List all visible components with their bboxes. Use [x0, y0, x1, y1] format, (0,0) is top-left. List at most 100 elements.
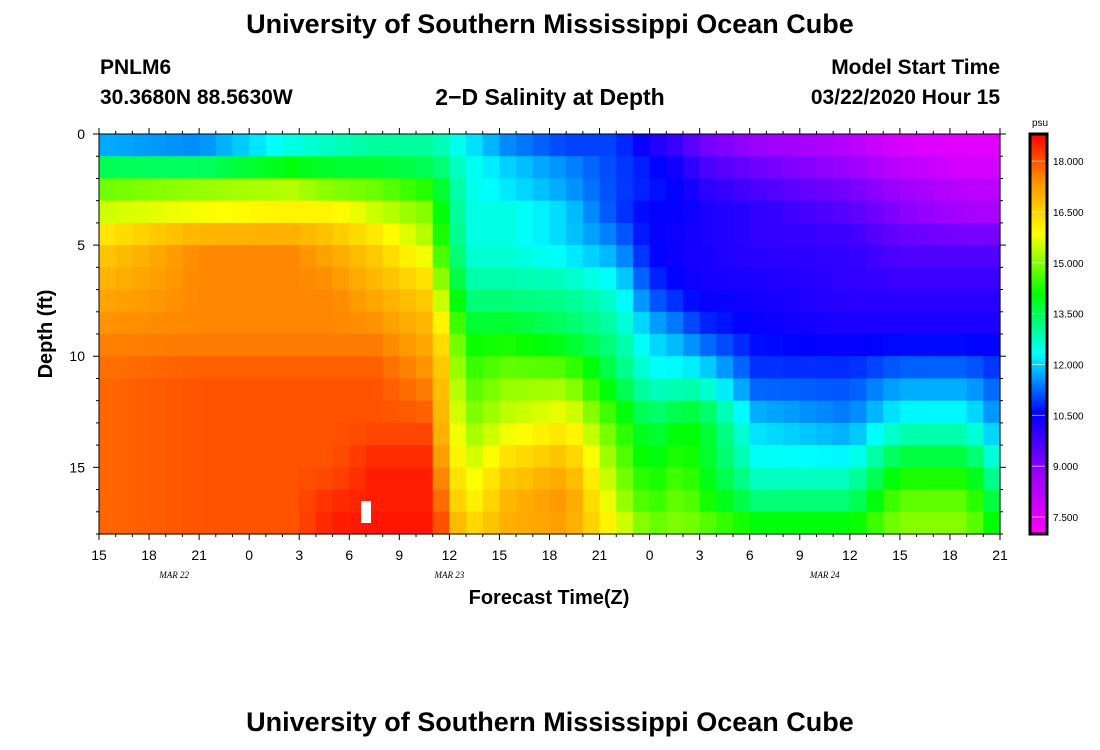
- heatmap-cell: [883, 156, 901, 180]
- heatmap-cell: [749, 511, 768, 535]
- heatmap-cell: [733, 178, 751, 202]
- heatmap-cell: [916, 511, 934, 535]
- heatmap-cell: [699, 422, 717, 446]
- heatmap-cell: [716, 356, 734, 380]
- heatmap-cell: [315, 200, 334, 224]
- heatmap-cell: [599, 200, 617, 224]
- heatmap-cell: [599, 356, 617, 380]
- heatmap-cell: [916, 200, 934, 224]
- heatmap-cell: [666, 511, 684, 535]
- heatmap-cell: [215, 289, 234, 313]
- heatmap-cell: [599, 511, 617, 535]
- heatmap-cell: [966, 422, 984, 446]
- heatmap-cell: [849, 422, 868, 446]
- heatmap-cell: [416, 178, 434, 202]
- heatmap-cell: [349, 156, 367, 180]
- heatmap-cell: [399, 356, 417, 380]
- heatmap-cell: [849, 356, 868, 380]
- heatmap-cell: [282, 400, 300, 424]
- heatmap-cell: [682, 134, 701, 157]
- heatmap-cell: [949, 511, 968, 535]
- heatmap-cell: [332, 445, 350, 468]
- heatmap-cell: [466, 222, 484, 246]
- heatmap-cell: [299, 334, 317, 357]
- heatmap-cell: [282, 267, 300, 291]
- heatmap-cell: [99, 378, 117, 402]
- heatmap-cell: [449, 511, 467, 535]
- heatmap-cell: [766, 422, 784, 446]
- heatmap-cell: [899, 334, 918, 357]
- heatmap-cell: [549, 289, 567, 313]
- heatmap-cell: [265, 222, 284, 246]
- heatmap-cell: [749, 467, 768, 491]
- heatmap-cell: [332, 200, 350, 224]
- heatmap-cell: [449, 178, 467, 202]
- heatmap-cell: [115, 422, 133, 446]
- heatmap-cell: [365, 422, 384, 446]
- heatmap-cell: [332, 156, 350, 180]
- x-tick-label: 12: [842, 547, 858, 563]
- heatmap-cell: [666, 489, 684, 513]
- heatmap-cell: [499, 222, 517, 246]
- heatmap-cell: [215, 200, 234, 224]
- heatmap-cell: [599, 245, 617, 268]
- heatmap-cell: [733, 311, 751, 335]
- heatmap-cell: [899, 489, 918, 513]
- heatmap-cell: [616, 311, 634, 335]
- heatmap-cell: [883, 378, 901, 402]
- heatmap-cell: [716, 245, 734, 268]
- heatmap-cell: [783, 378, 801, 402]
- heatmap-cell: [783, 156, 801, 180]
- heatmap-cell: [632, 156, 651, 180]
- heatmap-cell: [315, 311, 334, 335]
- heatmap-cell: [983, 378, 1001, 402]
- heatmap-cell: [399, 222, 417, 246]
- heatmap-cell: [265, 267, 284, 291]
- heatmap-cell: [849, 222, 868, 246]
- heatmap-cell: [783, 445, 801, 468]
- heatmap-cell: [799, 245, 818, 268]
- heatmap-cell: [699, 400, 717, 424]
- heatmap-cell: [482, 489, 501, 513]
- heatmap-cell: [833, 200, 851, 224]
- heatmap-cell: [349, 222, 367, 246]
- heatmap-cell: [866, 489, 884, 513]
- heatmap-cell: [916, 356, 934, 380]
- heatmap-cell: [966, 378, 984, 402]
- heatmap-cell: [416, 222, 434, 246]
- heatmap-cell: [182, 134, 200, 157]
- heatmap-cell: [265, 289, 284, 313]
- heatmap-cell: [382, 311, 400, 335]
- heatmap-cell: [949, 311, 968, 335]
- heatmap-cell: [299, 445, 317, 468]
- heatmap-cell: [249, 378, 267, 402]
- heatmap-cell: [916, 378, 934, 402]
- heatmap-cell: [916, 311, 934, 335]
- heatmap-cell: [282, 334, 300, 357]
- station-coords: 30.3680N 88.5630W: [100, 86, 293, 109]
- heatmap-cell: [199, 200, 217, 224]
- heatmap-cell: [199, 311, 217, 335]
- heatmap-cell: [432, 334, 450, 357]
- heatmap-cell: [833, 489, 851, 513]
- heatmap-cell: [799, 467, 818, 491]
- x-tick-label: 21: [592, 547, 608, 563]
- x-tick-label: 18: [141, 547, 157, 563]
- heatmap-cell: [849, 334, 868, 357]
- heatmap-cell: [582, 311, 601, 335]
- heatmap-cell: [849, 311, 868, 335]
- chart-title: 2−D Salinity at Depth: [435, 84, 665, 110]
- heatmap-cell: [249, 289, 267, 313]
- heatmap-cell: [866, 156, 884, 180]
- heatmap-cell: [733, 200, 751, 224]
- heatmap-cell: [482, 200, 501, 224]
- y-tick-label: 0: [77, 126, 85, 142]
- heatmap-cell: [616, 489, 634, 513]
- heatmap-cell: [899, 267, 918, 291]
- heatmap-cell: [849, 156, 868, 180]
- heatmap-cell: [315, 489, 334, 513]
- heatmap-cell: [182, 356, 200, 380]
- heatmap-cell: [733, 511, 751, 535]
- heatmap-cell: [632, 245, 651, 268]
